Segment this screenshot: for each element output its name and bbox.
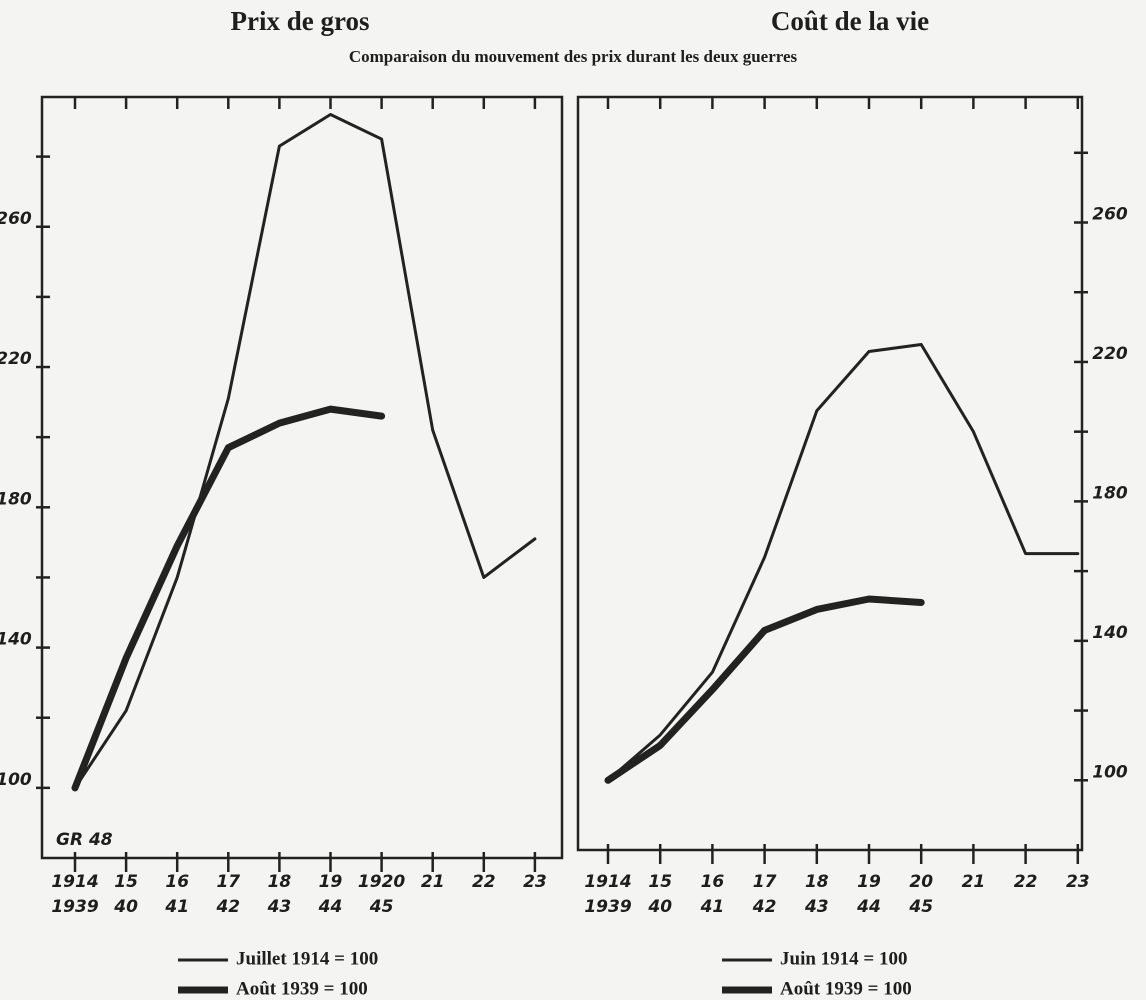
legend-label: Juin 1914 = 100	[780, 948, 908, 969]
x-tick-label: 1914	[584, 872, 631, 892]
y-tick-label: 140	[1092, 623, 1128, 643]
x-tick-label: 16	[701, 872, 725, 892]
x-tick-label: 23	[523, 872, 547, 892]
x-tick-label-2: 43	[804, 897, 829, 917]
plot-frame	[576, 95, 1084, 852]
x-tick-label-2: 41	[164, 897, 189, 917]
y-tick-label: 140	[0, 630, 32, 650]
x-tick-label-2: 41	[700, 897, 725, 917]
x-tick-label: 15	[648, 872, 672, 892]
x-tick-label-2: 42	[752, 897, 777, 917]
x-tick-label: 19	[319, 872, 343, 892]
chart-title: Coût de la vie	[771, 6, 929, 36]
x-tick-label-2: 44	[856, 897, 881, 917]
y-tick-label: 180	[1092, 483, 1128, 503]
x-tick-label: 17	[753, 872, 777, 892]
x-tick-label: 21	[962, 872, 986, 892]
x-tick-label: 16	[165, 872, 189, 892]
x-tick-label: 18	[805, 872, 829, 892]
y-tick-label: 260	[0, 209, 32, 229]
series-line	[71, 405, 386, 792]
y-tick-label: 220	[1092, 344, 1128, 364]
series-line	[606, 343, 1080, 782]
x-tick-label-2: 40	[647, 897, 672, 917]
x-tick-label: 19	[857, 872, 881, 892]
x-tick-label-2: 43	[267, 897, 292, 917]
x-tick-label: 21	[421, 872, 445, 892]
x-tick-label-2: 1939	[584, 897, 631, 917]
x-tick-label: 23	[1066, 872, 1090, 892]
legend-label: Août 1939 = 100	[236, 978, 368, 999]
y-tick-label: 100	[0, 770, 32, 790]
y-tick-label: 260	[1092, 205, 1128, 225]
chart-title: Prix de gros	[231, 6, 370, 36]
y-tick-label: 100	[1092, 762, 1128, 782]
y-tick-label: 180	[0, 489, 32, 509]
plot-frame	[40, 95, 564, 860]
x-tick-label-2: 45	[369, 897, 394, 917]
annotation: GR 48	[56, 830, 113, 850]
legend-label: Juillet 1914 = 100	[236, 948, 378, 969]
x-tick-label: 22	[1014, 872, 1038, 892]
x-tick-label-2: 42	[215, 897, 240, 917]
x-tick-label-2: 1939	[51, 897, 98, 917]
x-tick-label: 1914	[51, 872, 98, 892]
series-line	[73, 113, 537, 790]
x-tick-label: 1920	[358, 872, 405, 892]
x-tick-label: 17	[216, 872, 240, 892]
legend-label: Août 1939 = 100	[780, 978, 912, 999]
series-line	[604, 595, 925, 784]
x-tick-label: 15	[114, 872, 138, 892]
x-tick-label-2: 45	[908, 897, 933, 917]
x-tick-label-2: 40	[113, 897, 138, 917]
x-tick-label: 18	[268, 872, 292, 892]
subtitle: Comparaison du mouvement des prix durant…	[349, 47, 798, 66]
y-tick-label: 220	[0, 349, 32, 369]
x-tick-label-2: 44	[318, 897, 343, 917]
x-tick-label: 22	[472, 872, 496, 892]
x-tick-label: 20	[909, 872, 933, 892]
